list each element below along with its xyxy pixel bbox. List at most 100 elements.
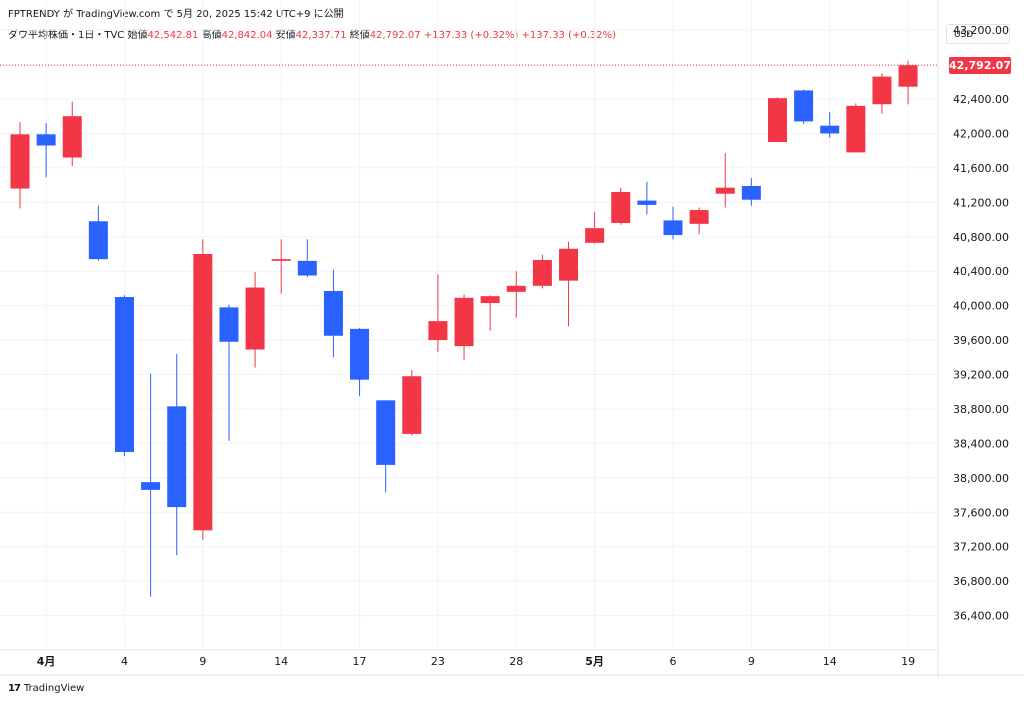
- open-value: 42,542.81: [147, 30, 199, 41]
- candle-body: [663, 220, 683, 236]
- candle: [663, 206, 683, 240]
- open-label: 始値: [127, 30, 148, 41]
- candle-body: [141, 482, 161, 490]
- candle-body: [219, 307, 239, 342]
- candle: [715, 153, 735, 208]
- x-tick-label: 5月: [585, 655, 604, 668]
- candle: [532, 254, 552, 289]
- candle: [402, 370, 422, 436]
- x-tick-label: 14: [274, 655, 288, 668]
- y-tick-label: 41,600.00: [953, 162, 1009, 175]
- candle-body: [741, 185, 761, 200]
- candle-body: [36, 134, 56, 146]
- candle: [611, 187, 631, 225]
- candle-body: [454, 297, 474, 347]
- y-tick-label: 37,600.00: [953, 506, 1009, 519]
- candle-body: [559, 248, 579, 281]
- candle: [846, 103, 866, 153]
- y-tick-label: 37,200.00: [953, 541, 1009, 554]
- candle: [898, 60, 918, 105]
- candle: [297, 239, 317, 278]
- axes: [0, 0, 1024, 678]
- y-tick-label: 40,800.00: [953, 231, 1009, 244]
- x-tick-label: 9: [199, 655, 206, 668]
- x-tick-label: 4: [121, 655, 128, 668]
- candle-body: [297, 260, 317, 276]
- price-axis[interactable]: 36,400.00 36,800.00 37,200.00 37,600.00 38,0…: [953, 24, 1009, 622]
- candle: [271, 239, 291, 294]
- currency-selector[interactable]: USD: [946, 24, 1010, 44]
- y-tick-label: 39,600.00: [953, 334, 1009, 347]
- candle-body: [271, 259, 291, 261]
- candle: [454, 294, 474, 360]
- close-value: 42,792.07: [369, 30, 421, 41]
- candle-body: [88, 221, 108, 260]
- y-tick-label: 38,800.00: [953, 403, 1009, 416]
- change-value: +137.33 (+0.32%): [423, 30, 519, 41]
- candle-body: [245, 287, 265, 350]
- high-label: 高値: [201, 30, 222, 41]
- candle-body: [428, 321, 448, 341]
- x-tick-label: 14: [823, 655, 837, 668]
- last-price-tag: 42,792.07: [949, 56, 1011, 74]
- candle-body: [637, 200, 657, 205]
- candle-body: [585, 228, 605, 243]
- candle-body: [506, 285, 526, 292]
- candle-body: [611, 191, 631, 223]
- tradingview-logo[interactable]: 17 TradingView: [8, 683, 84, 694]
- candle-body: [193, 253, 213, 531]
- y-tick-label: 42,000.00: [953, 127, 1009, 140]
- candle: [428, 274, 448, 353]
- candle-body: [872, 76, 892, 105]
- symbol-label[interactable]: ダウ平均株価・1日・TVC: [8, 30, 125, 41]
- candle: [167, 353, 187, 556]
- candle: [506, 271, 526, 318]
- candle-body: [715, 187, 735, 194]
- x-tick-label: 6: [670, 655, 677, 668]
- candle: [219, 304, 239, 441]
- candles: [10, 60, 918, 597]
- candle: [872, 73, 892, 114]
- candle-body: [794, 90, 814, 122]
- candle-body: [532, 260, 552, 286]
- candle: [376, 400, 396, 493]
- candle: [350, 328, 370, 397]
- x-tick-label: 4月: [37, 655, 56, 668]
- candle-body: [376, 400, 396, 465]
- time-axis[interactable]: 4月 4 9 14 17 23 28 5月 6 9 14 19: [37, 655, 915, 668]
- candle-body: [350, 328, 370, 380]
- tradingview-logo-text: TradingView: [23, 683, 85, 694]
- low-label: 安値: [275, 30, 296, 41]
- candle: [141, 373, 161, 597]
- candle: [36, 123, 56, 178]
- candle-body: [480, 296, 500, 304]
- y-tick-label: 38,000.00: [953, 472, 1009, 485]
- candle: [559, 241, 579, 327]
- candle-body: [898, 65, 918, 87]
- y-tick-label: 36,400.00: [953, 610, 1009, 623]
- x-tick-label: 23: [431, 655, 445, 668]
- x-tick-label: 17: [353, 655, 367, 668]
- tradingview-logo-icon: 17: [8, 683, 21, 694]
- high-value: 42,842.04: [221, 30, 273, 41]
- candle: [323, 269, 343, 358]
- candle-body: [846, 105, 866, 153]
- y-tick-label: 42,400.00: [953, 93, 1009, 106]
- publish-header: FPTRENDY が TradingView.com で 5月 20, 2025…: [8, 9, 344, 20]
- candle-body: [323, 290, 343, 336]
- candle: [820, 111, 840, 138]
- grid: [0, 0, 938, 650]
- y-tick-label: 40,400.00: [953, 265, 1009, 278]
- candle: [637, 181, 657, 215]
- candle: [741, 178, 761, 206]
- candle: [114, 295, 134, 457]
- candle: [245, 272, 265, 368]
- y-tick-label: 38,400.00: [953, 437, 1009, 450]
- candle: [794, 89, 814, 124]
- y-tick-label: 40,000.00: [953, 300, 1009, 313]
- candle: [62, 101, 82, 167]
- y-tick-label: 36,800.00: [953, 575, 1009, 588]
- y-tick-label: 41,200.00: [953, 196, 1009, 209]
- low-value: 42,337.71: [295, 30, 347, 41]
